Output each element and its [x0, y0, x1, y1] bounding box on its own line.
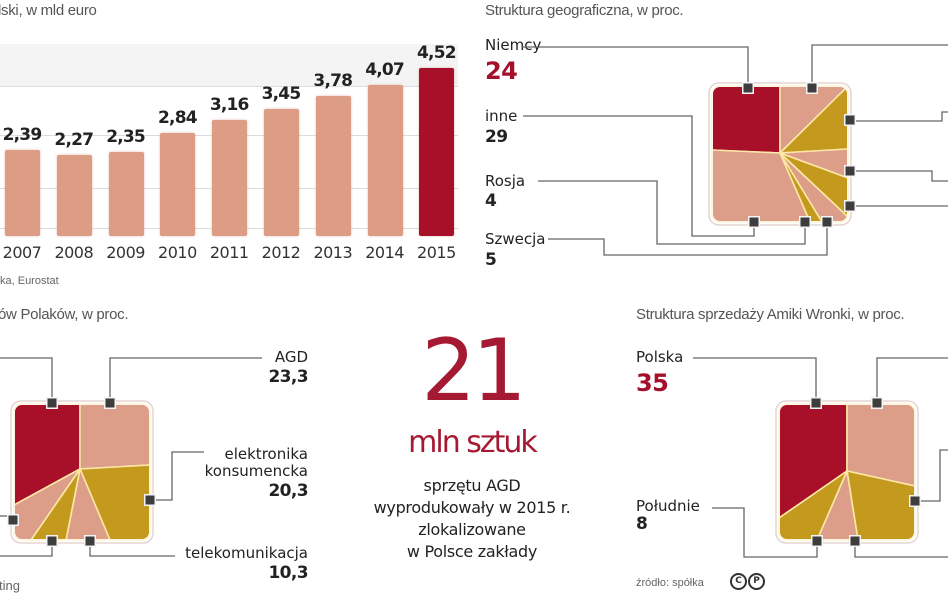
label-elektronika-2: konsumencka [204, 462, 308, 480]
year-label: 2012 [261, 243, 301, 262]
cc-by-icon: C P [730, 573, 765, 590]
year-label: 2008 [54, 243, 94, 262]
label-rosja: Rosja [485, 172, 526, 190]
value-elektronika: 20,3 [268, 481, 308, 501]
bar-value-label: 2,39 [2, 125, 43, 145]
bar-2010 [160, 133, 196, 236]
bar-value-label: 3,78 [313, 71, 353, 91]
label-poludnie: Południe [636, 497, 700, 515]
bar-value-label: 2,27 [54, 130, 94, 150]
headline-line-4: w Polsce zakłady [406, 542, 538, 561]
value-polska: 35 [636, 369, 669, 397]
headline-number: 21 [421, 321, 526, 421]
bar-2007 [5, 150, 40, 236]
headline-line-3: zlokalizowane [418, 520, 526, 539]
bar-2012 [264, 109, 299, 236]
year-label: 2010 [158, 243, 197, 262]
year-label: 2015 [417, 243, 456, 262]
year-label: 2014 [365, 243, 404, 262]
bar-value-label: 3,16 [209, 95, 250, 115]
label-agd: AGD [274, 348, 308, 366]
value-agd: 23,3 [268, 367, 308, 387]
label-szwecja: Szwecja [485, 230, 546, 248]
sales-chart-subtitle: Struktura sprzedaży Amiki Wronki, w proc… [636, 306, 905, 323]
year-label: 2007 [2, 243, 42, 262]
value-rosja: 4 [485, 191, 497, 211]
spending-chart-subtitle: ów Polaków, w proc. [0, 306, 129, 323]
label-niemcy: Niemcy [485, 36, 542, 54]
label-elektronika-1: elektronika [224, 445, 309, 463]
bar-value-label: 4,07 [365, 60, 405, 80]
value-inne: 29 [485, 127, 508, 147]
bar-2011 [212, 120, 248, 236]
gridline [0, 86, 458, 87]
bar-2013 [315, 96, 351, 236]
year-label: 2011 [209, 243, 249, 262]
bar-value-label: 2,35 [106, 127, 146, 147]
bar-value-label: 3,45 [261, 84, 302, 104]
headline-unit: mln sztuk [408, 425, 538, 460]
value-szwecja: 5 [485, 250, 497, 270]
bar-chart-source: ka, Eurostat [0, 275, 59, 287]
year-label: 2013 [313, 243, 353, 262]
value-niemcy: 24 [485, 57, 518, 85]
bar-2008 [56, 155, 92, 236]
bar-value-label: 4,52 [417, 43, 457, 63]
geo-chart-subtitle: Struktura geograficzna, w proc. [485, 2, 684, 19]
headline-line-2: wyprodukowały w 2015 r. [373, 498, 571, 517]
label-inne: inne [485, 107, 518, 125]
headline-line-1: sprzętu AGD [423, 476, 521, 495]
bar-2015 [419, 68, 455, 236]
chart-top-band [0, 44, 458, 86]
label-polska: Polska [636, 348, 684, 366]
bar-2014 [367, 85, 403, 236]
bar-chart-subtitle: lski, w mld euro [0, 2, 97, 19]
bar-2009 [108, 152, 144, 236]
sales-chart-source: źródło: spółka [636, 577, 704, 589]
label-telekomunikacja: telekomunikacja [185, 544, 308, 562]
value-poludnie: 8 [636, 514, 648, 534]
label-cut-ting: ting [0, 578, 20, 593]
value-telekomunikacja: 10,3 [268, 563, 308, 583]
year-label: 2009 [106, 243, 145, 262]
bar-value-label: 2,84 [158, 108, 198, 128]
geo-pie-square [522, 44, 948, 256]
